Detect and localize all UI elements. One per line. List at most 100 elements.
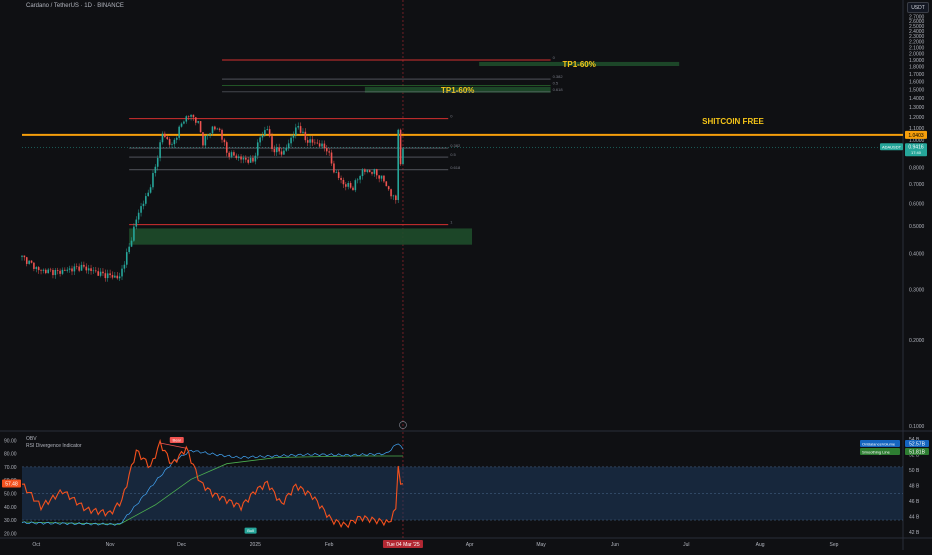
price-axis-tick-label: 1.1000 <box>909 126 925 132</box>
cursor-date-label: Tue 04 Mar '25 <box>386 542 420 548</box>
annotation-text: SHITCOIN FREE <box>702 117 764 126</box>
price-axis-tick-label: 1.3000 <box>909 105 925 111</box>
price-axis-tick-label: 2.2000 <box>909 40 925 46</box>
target-zone-label: TP1-60% <box>562 60 595 69</box>
candle-body <box>102 271 104 274</box>
candle-body <box>202 132 204 146</box>
candle-body <box>209 133 211 135</box>
candle-body <box>35 267 38 269</box>
candle-body <box>235 155 238 159</box>
bull-label-badge <box>244 527 257 534</box>
candle-body <box>183 121 185 124</box>
candle-body <box>268 129 271 137</box>
candle-body <box>23 255 26 258</box>
candle-body <box>140 206 142 213</box>
candle-body <box>125 252 128 265</box>
rsi-axis-tick-label: 30.00 <box>4 518 17 524</box>
candle-body <box>21 255 23 257</box>
time-axis-tick-label: Sep <box>829 542 838 548</box>
candle-body <box>49 269 52 271</box>
rsi-line <box>21 438 404 529</box>
candle-body <box>90 268 92 272</box>
candle-body <box>352 187 354 191</box>
fib-level-label: 0.5 <box>450 152 456 157</box>
candle-body <box>52 270 54 276</box>
indicator-title-rsi: RSI Divergence Indicator <box>26 443 82 449</box>
candle-body <box>345 184 347 187</box>
obv-legend-label: OnBalanceVolume <box>862 442 896 447</box>
time-axis-tick-label: Apr <box>466 542 474 548</box>
candle-body <box>206 134 209 136</box>
time-axis-tick-label: Jul <box>683 542 689 548</box>
candle-body <box>218 128 221 130</box>
price-axis-tick-label: 1.4000 <box>909 96 925 102</box>
candle-body <box>335 172 338 173</box>
candle-body <box>130 240 133 247</box>
candle-body <box>68 268 71 270</box>
candle-body <box>37 267 40 271</box>
candle-body <box>321 143 323 147</box>
obv-axis-tick-label: 46 B <box>909 499 920 505</box>
candle-body <box>340 177 342 180</box>
rsi-axis-tick-label: 20.00 <box>4 531 17 537</box>
candle-body <box>168 139 171 145</box>
fib-level-label: 0.618 <box>553 87 564 92</box>
candle-body <box>137 212 140 220</box>
rsi-axis-tick-label: 90.00 <box>4 438 17 444</box>
obv-axis-tick-label: 48 B <box>909 484 920 490</box>
candle-body <box>387 186 390 190</box>
price-axis-tick-label: 1.0000 <box>909 138 925 144</box>
candle-body <box>395 195 397 201</box>
candle-body <box>28 260 30 264</box>
candle-body <box>240 156 242 160</box>
price-axis-tick-label: 0.8000 <box>909 165 925 171</box>
key-level-badge <box>905 130 927 139</box>
time-axis-tick-label: Aug <box>756 542 765 548</box>
candle-body <box>378 175 380 179</box>
candle-body <box>61 269 64 274</box>
chart-header-title: Cardano / TetherUS · 1D · BINANCE <box>26 3 124 9</box>
candle-body <box>97 271 99 276</box>
candle-body <box>264 130 266 136</box>
time-axis-tick-label: Jun <box>611 542 619 548</box>
time-axis-tick-label: Nov <box>106 542 115 548</box>
candle-body <box>271 136 273 149</box>
candle-body <box>316 142 319 144</box>
candle-body <box>361 169 364 177</box>
rsi-value-label: 57.48 <box>5 482 18 488</box>
price-axis-tick-label: 1.2000 <box>909 115 925 121</box>
last-price-countdown: 17:40 <box>911 150 922 155</box>
time-axis-tick-label: Dec <box>177 542 186 548</box>
currency-button[interactable]: USDT <box>907 2 929 13</box>
candle-body <box>297 126 300 128</box>
candle-body <box>399 129 402 165</box>
bear-divergence-line <box>160 442 187 449</box>
candle-body <box>275 147 278 153</box>
candle-body <box>145 196 147 204</box>
candle-body <box>149 187 152 193</box>
candle-body <box>245 157 247 160</box>
candle-body <box>192 114 195 118</box>
candle-body <box>87 268 90 271</box>
candle-body <box>78 266 80 271</box>
symbol-badge <box>880 143 903 151</box>
candle-body <box>185 116 188 122</box>
candle-body <box>133 226 135 241</box>
candle-body <box>256 142 259 156</box>
candle-body <box>154 166 157 174</box>
candle-body <box>118 276 121 279</box>
candle-body <box>187 116 190 117</box>
obv-value-badge <box>905 440 929 447</box>
candle-body <box>75 266 78 268</box>
candle-body <box>214 126 216 130</box>
candle-body <box>211 126 214 134</box>
candle-body <box>225 142 228 153</box>
candle-body <box>159 142 161 158</box>
candle-body <box>197 121 199 123</box>
candle-body <box>99 271 102 276</box>
candle-body <box>273 148 276 153</box>
fib-level-label: 0.618 <box>450 165 461 170</box>
candle-body <box>366 170 369 172</box>
